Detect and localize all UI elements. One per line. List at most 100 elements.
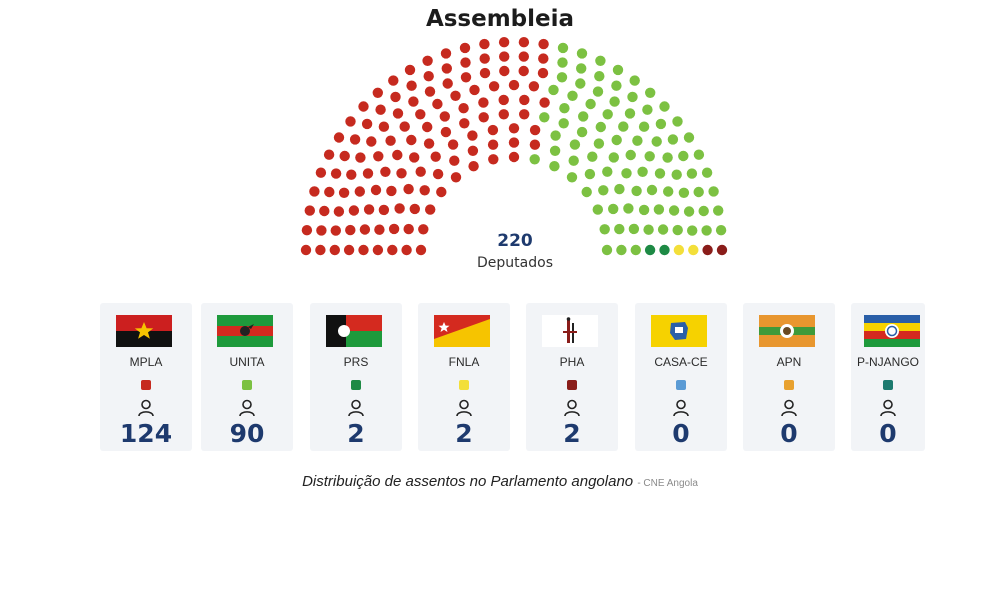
seat-unita — [611, 80, 622, 91]
seat-mpla — [330, 168, 342, 179]
seat-unita — [678, 187, 690, 198]
seat-unita — [629, 75, 640, 86]
fnla-flag-icon — [434, 315, 490, 347]
seat-unita — [598, 185, 609, 196]
seat-unita — [611, 134, 622, 146]
seat-mpla — [304, 205, 315, 216]
party-color-swatch — [242, 380, 252, 390]
p-njango-flag-icon — [864, 315, 920, 347]
seat-unita — [653, 204, 665, 215]
seat-mpla — [518, 65, 529, 77]
caption-source: - CNE Angola — [637, 478, 698, 489]
seat-unita — [693, 186, 704, 198]
casa-ce-flag-icon — [651, 315, 707, 347]
party-color-swatch — [351, 380, 361, 390]
total-seats-value: 220 — [497, 231, 533, 251]
seat-mpla — [538, 38, 549, 50]
seat-unita — [558, 118, 569, 129]
party-color-swatch — [567, 380, 577, 390]
seat-mpla — [323, 149, 335, 160]
seat-mpla — [498, 94, 509, 106]
seat-mpla — [354, 186, 365, 197]
seat-prs — [644, 244, 656, 256]
party-seat-count: 2 — [455, 419, 473, 448]
seat-unita — [637, 166, 648, 177]
seat-unita — [602, 109, 613, 120]
seat-mpla — [537, 67, 549, 79]
seat-unita — [616, 244, 627, 256]
seat-mpla — [333, 206, 345, 217]
party-seat-count: 0 — [780, 419, 798, 448]
seat-mpla — [415, 244, 427, 256]
party-name: PRS — [343, 355, 369, 369]
party-color-swatch — [676, 380, 686, 390]
seat-mpla — [403, 183, 414, 195]
seat-unita — [657, 224, 669, 235]
seat-mpla — [508, 151, 520, 163]
seat-unita — [693, 149, 705, 160]
seat-mpla — [415, 166, 426, 177]
seat-unita — [627, 91, 638, 103]
seat-mpla — [388, 75, 399, 86]
seat-mpla — [479, 38, 490, 50]
seat-mpla — [406, 80, 417, 91]
seat-mpla — [467, 145, 479, 156]
seat-unita — [593, 138, 605, 149]
seat-mpla — [441, 63, 452, 74]
seat-mpla — [498, 37, 510, 48]
seat-mpla — [467, 130, 478, 141]
seat-unita — [624, 108, 636, 119]
seat-unita — [631, 185, 642, 197]
seat-mpla — [378, 204, 390, 216]
seat-mpla — [355, 152, 366, 163]
seat-unita — [672, 116, 683, 127]
seat-mpla — [415, 109, 426, 120]
seat-mpla — [370, 184, 382, 196]
seat-mpla — [401, 244, 412, 256]
unita-flag-icon — [217, 315, 273, 347]
seat-mpla — [387, 244, 398, 256]
seat-mpla — [408, 96, 419, 107]
seat-mpla — [430, 151, 441, 162]
seat-mpla — [499, 65, 510, 77]
party-color-swatch — [141, 380, 151, 390]
seat-mpla — [423, 71, 434, 82]
seat-mpla — [385, 135, 396, 146]
seat-mpla — [422, 55, 433, 66]
party-card-prs: PRS 2 — [310, 303, 402, 451]
seat-unita — [566, 172, 578, 183]
seat-mpla — [488, 81, 500, 92]
seat-mpla — [442, 78, 453, 89]
seat-mpla — [404, 64, 416, 76]
seat-unita — [576, 126, 588, 138]
seat-unita — [585, 98, 596, 110]
seat-mpla — [419, 185, 430, 196]
seat-unita — [549, 145, 561, 156]
deputy-icon — [138, 399, 154, 417]
seat-unita — [663, 186, 674, 197]
seat-mpla — [330, 225, 341, 236]
seat-mpla — [361, 118, 373, 130]
seat-unita — [595, 121, 606, 133]
party-color-swatch — [784, 380, 794, 390]
seat-unita — [655, 118, 667, 130]
party-color-swatch — [459, 380, 469, 390]
seat-unita — [608, 203, 619, 215]
seat-unita — [701, 167, 713, 178]
parliament-hemicycle — [300, 37, 728, 256]
seat-unita — [623, 203, 634, 214]
seat-mpla — [392, 149, 403, 161]
seat-fnla — [673, 244, 685, 256]
seat-mpla — [380, 166, 391, 177]
party-color-swatch — [883, 380, 893, 390]
party-card-unita: UNITA 90 — [201, 303, 293, 451]
seat-mpla — [479, 67, 491, 79]
prs-flag-icon — [326, 315, 382, 347]
party-seat-count: 0 — [879, 419, 897, 448]
seat-unita — [575, 78, 586, 89]
seat-unita — [698, 205, 709, 217]
seat-unita — [576, 48, 588, 59]
seat-unita — [662, 152, 673, 163]
seat-mpla — [423, 138, 435, 149]
party-seat-count: 90 — [229, 419, 265, 448]
